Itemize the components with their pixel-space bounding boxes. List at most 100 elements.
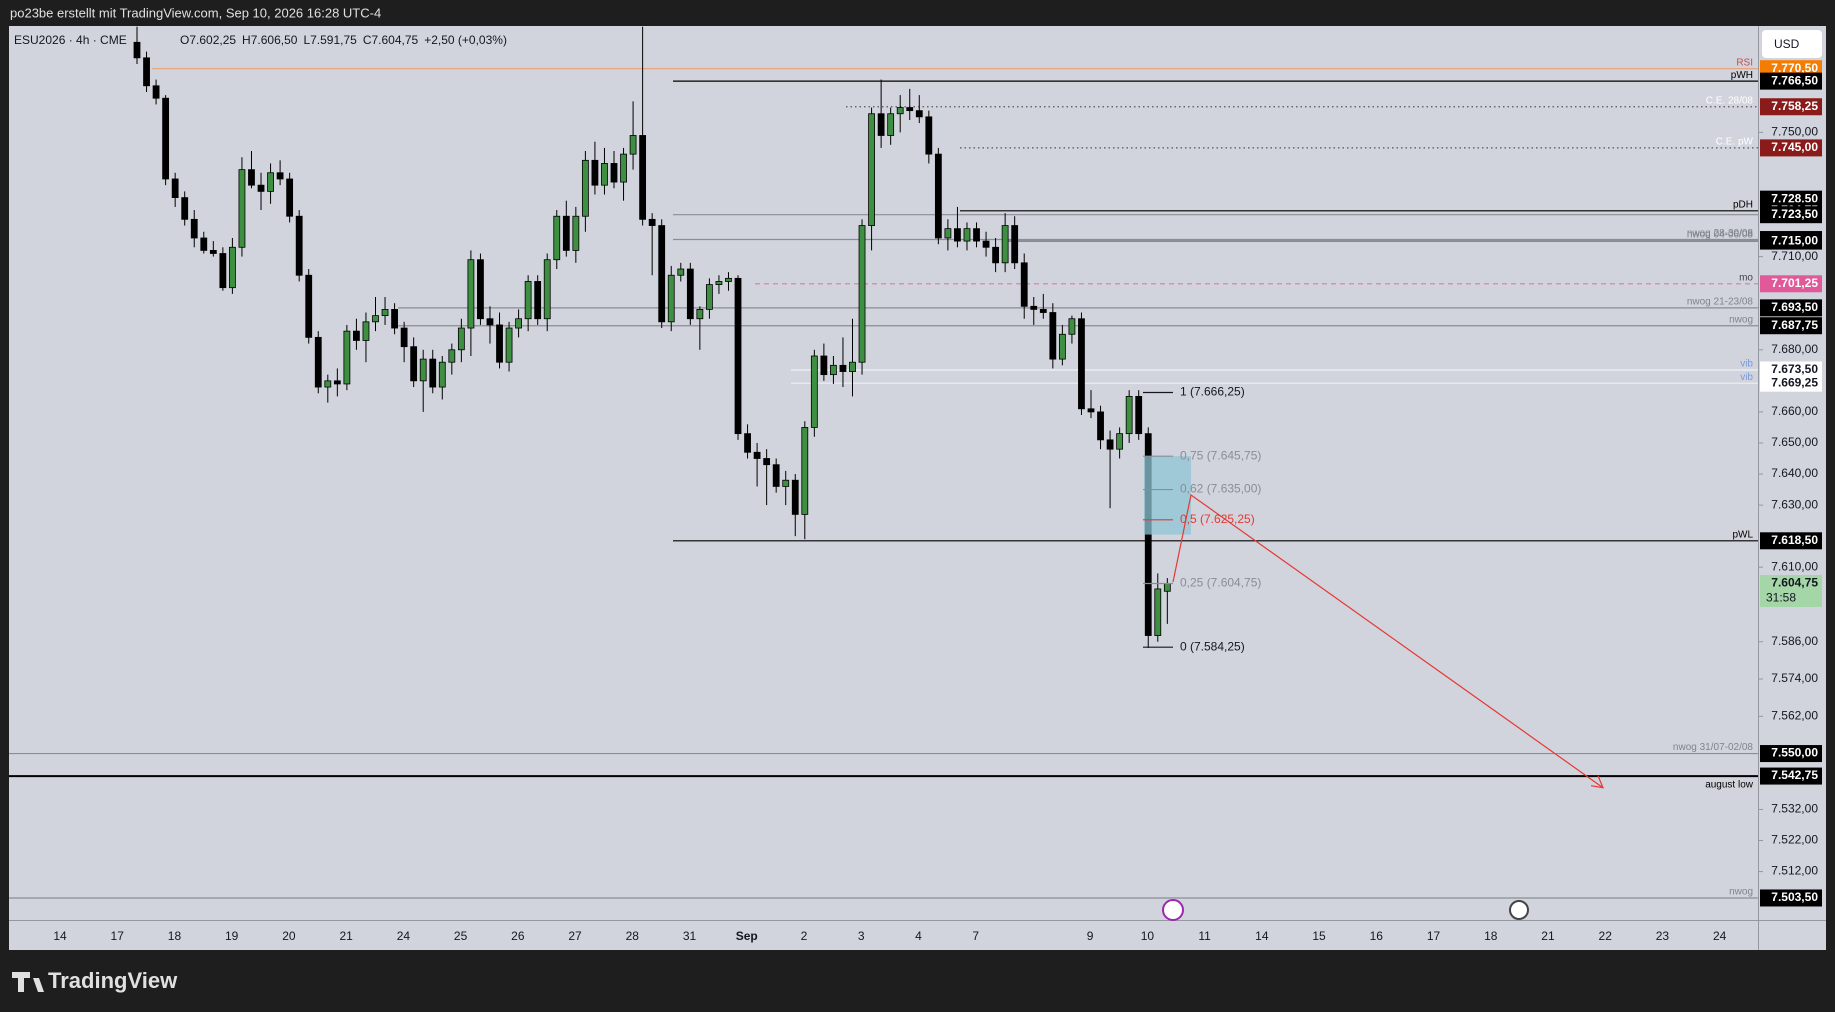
candle-body <box>190 218 198 239</box>
x-tick-label: 9 <box>1087 929 1094 943</box>
candle-body <box>391 309 398 329</box>
candle-body <box>381 309 389 317</box>
y-tick-label: 7.512,00 <box>1771 864 1818 878</box>
projection <box>1172 493 1604 789</box>
candle-body <box>982 240 990 248</box>
x-tick-label: 28 <box>626 929 640 943</box>
legend: O7.602,25 H7.606,50 L7.591,75 C7.604,75 +2,5… <box>180 33 507 47</box>
candle-body <box>248 169 255 186</box>
candle-body <box>810 355 818 428</box>
candle-body <box>1087 408 1095 413</box>
candle-body <box>1001 225 1009 264</box>
candle-body <box>486 318 494 326</box>
candle-body <box>534 281 542 320</box>
x-tick-label: 15 <box>1312 929 1326 943</box>
candle-body <box>505 327 513 363</box>
candle-body <box>467 259 475 329</box>
candle-body <box>362 321 370 341</box>
candle-body <box>906 107 914 112</box>
price-box <box>1760 317 1822 335</box>
price-box-label: 7.745,00 <box>1771 140 1818 154</box>
price-box-label: 7.618,50 <box>1771 533 1818 547</box>
price-box-label: 7.715,00 <box>1771 233 1818 247</box>
candle-body <box>877 113 885 136</box>
candle-body <box>276 172 284 180</box>
fib-label: 0 (7.584,25) <box>1180 639 1245 653</box>
x-tick-label: 24 <box>397 929 411 943</box>
x-tick-label: Sep <box>736 929 758 943</box>
candle-body <box>715 281 723 285</box>
price-box <box>1760 139 1822 157</box>
x-tick-label: 16 <box>1370 929 1384 943</box>
price-box <box>1760 98 1822 116</box>
candle-body <box>400 327 408 348</box>
candle-body <box>858 225 866 363</box>
plot-area <box>9 26 1758 950</box>
price-box-label: 7.766,50 <box>1771 73 1818 87</box>
symbol-text: ESU2026 · 4h · CME <box>14 33 127 47</box>
candle-body <box>1068 318 1076 335</box>
candle-body <box>286 178 294 217</box>
candle-body <box>152 85 160 99</box>
fib-label: 0,25 (7.604,75) <box>1180 576 1261 590</box>
x-tick-label: 3 <box>858 929 865 943</box>
symbol: ESU2026 · 4h · CME <box>14 33 127 47</box>
legend-value: H7.606,50 <box>242 33 298 47</box>
level-tag: nwog 21-23/08 <box>1687 296 1754 307</box>
event-icon[interactable] <box>1509 900 1529 920</box>
candle-body <box>524 281 532 320</box>
candle-body <box>305 274 313 338</box>
candle-body <box>410 346 418 382</box>
credit: po23be erstellt mit TradingView.com, Sep… <box>10 5 381 20</box>
candle-body <box>944 228 952 239</box>
x-tick-label: 22 <box>1599 929 1613 943</box>
candle-body <box>228 246 236 289</box>
candle-body <box>209 249 217 254</box>
candle-body <box>763 458 771 466</box>
legend-value: O7.602,25 <box>180 33 236 47</box>
level-tag: pWL <box>1732 529 1753 540</box>
price-box-label: 7.669,25 <box>1771 375 1818 389</box>
y-tick-label: 7.750,00 <box>1771 125 1818 139</box>
event-icon[interactable] <box>1162 899 1184 921</box>
candle-body <box>1106 439 1114 450</box>
currency-button[interactable] <box>1762 30 1822 58</box>
x-tick-label: 4 <box>915 929 922 943</box>
candle-body <box>181 197 189 220</box>
candle-body <box>429 358 437 388</box>
candle-body <box>1116 433 1124 450</box>
candle-body <box>1011 225 1019 264</box>
candle-body <box>267 172 274 192</box>
x-tick-label: 18 <box>1484 929 1498 943</box>
level-tag: C.E. pW <box>1716 137 1754 148</box>
price-box <box>1760 206 1822 224</box>
x-tick-label: 17 <box>1427 929 1441 943</box>
candle-body <box>963 228 971 242</box>
y-tick-label: 7.680,00 <box>1771 342 1818 356</box>
y-tick-label: 7.650,00 <box>1771 435 1818 449</box>
x-tick-label: 21 <box>1541 929 1555 943</box>
candle-body <box>314 336 322 388</box>
x-tick-label: 31 <box>683 929 697 943</box>
candle-body <box>1154 588 1162 636</box>
candle-body <box>601 163 608 186</box>
level-tag: nwog <box>1729 887 1753 898</box>
candle-body <box>581 159 589 217</box>
candle-body <box>934 153 942 239</box>
candle-body <box>648 218 656 226</box>
price-box <box>1760 889 1822 907</box>
candle-body <box>925 116 933 155</box>
level-tag: nwog <box>1729 314 1753 325</box>
price-box-label: 7.728,50 <box>1771 191 1818 205</box>
candle-body <box>1058 333 1066 360</box>
candle-body <box>744 433 751 453</box>
fib-label: 0,5 (7.625,25) <box>1180 512 1255 526</box>
candle-body <box>457 327 465 351</box>
footer <box>0 951 1835 1012</box>
price-box-label: 7.503,50 <box>1771 890 1818 904</box>
candle-body <box>696 309 704 320</box>
candle-body <box>772 464 780 487</box>
candle-body <box>572 215 580 251</box>
candle-body <box>1163 583 1171 592</box>
candle-body <box>801 427 809 515</box>
